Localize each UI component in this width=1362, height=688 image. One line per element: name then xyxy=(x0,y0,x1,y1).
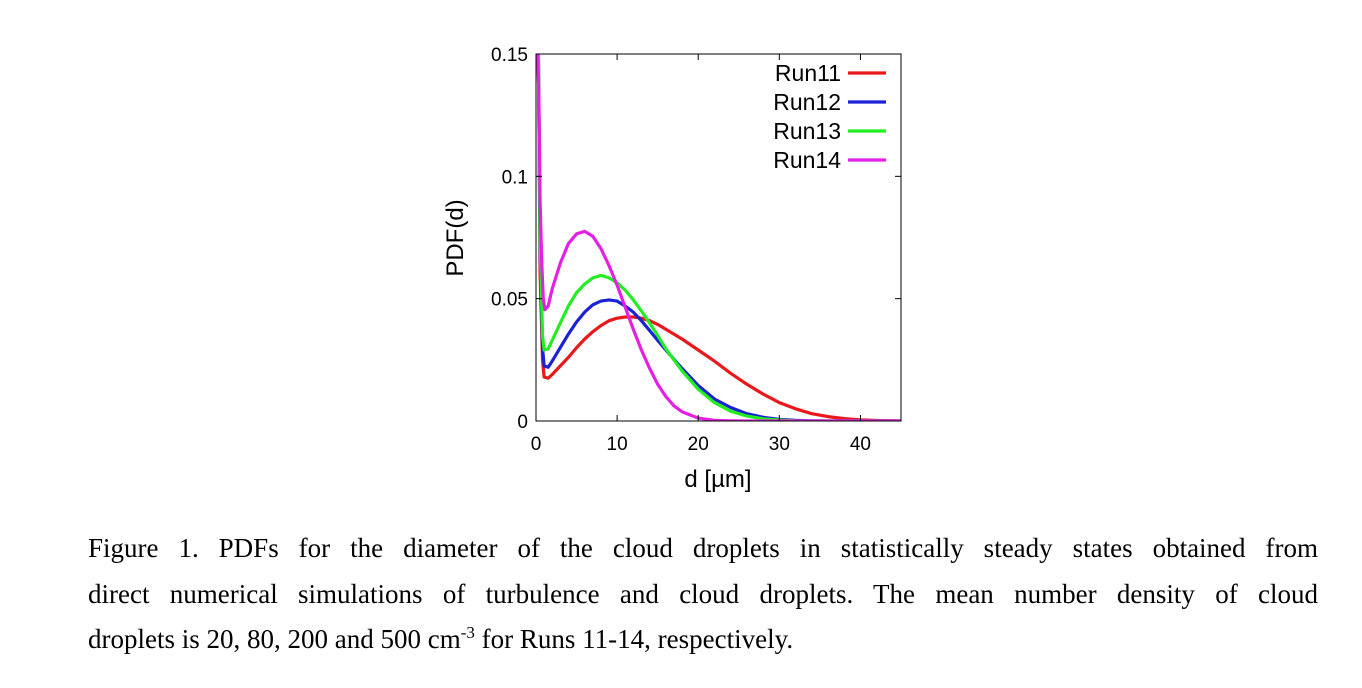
caption-line-3-text: droplets is 20, 80, 200 and 500 cm xyxy=(88,624,461,654)
caption-line-2: direct numerical simulations of turbulen… xyxy=(88,578,1318,609)
y-tick-label: 0 xyxy=(517,412,528,433)
x-tick-label: 40 xyxy=(850,434,871,455)
caption-superscript: -3 xyxy=(460,623,475,642)
caption-line-1: Figure 1. PDFs for the diameter of the c… xyxy=(88,533,1318,563)
y-axis-title: PDF(d) xyxy=(442,199,469,276)
x-tick-label: 10 xyxy=(607,434,628,455)
plot-frame xyxy=(535,53,902,422)
x-axis-title: d [µm] xyxy=(684,466,751,493)
series-layer xyxy=(536,54,901,421)
y-tick-label: 0.1 xyxy=(502,167,528,188)
legend-label-run12: Run12 xyxy=(773,89,841,115)
caption-line-3: droplets is 20, 80, 200 and 500 cm-3 for… xyxy=(88,617,1318,663)
legend-label-run14: Run14 xyxy=(773,147,841,173)
y-tick-label: 0.05 xyxy=(491,290,528,311)
legend-label-run11: Run11 xyxy=(775,60,841,86)
pdf-line-chart: 0 10 20 30 40 0 0.05 0.1 0.15 d [µm] PDF(d) Run1… xyxy=(442,45,902,493)
x-tick-label: 30 xyxy=(769,434,790,455)
legend: Run11 Run12 Run13 Run14 xyxy=(773,60,886,173)
legend-label-run13: Run13 xyxy=(773,118,841,144)
caption-line-3-end: for Runs 11-14, respectively. xyxy=(474,624,794,654)
x-tick-label: 20 xyxy=(688,434,709,455)
series-line-run13 xyxy=(536,54,901,421)
ticks-layer: 0 10 20 30 40 0 0.05 0.1 0.15 xyxy=(491,45,901,455)
y-tick-label: 0.15 xyxy=(491,45,528,66)
x-tick-label: 0 xyxy=(531,434,542,455)
figure-caption: Figure 1. PDFs for the diameter of the c… xyxy=(88,526,1318,663)
